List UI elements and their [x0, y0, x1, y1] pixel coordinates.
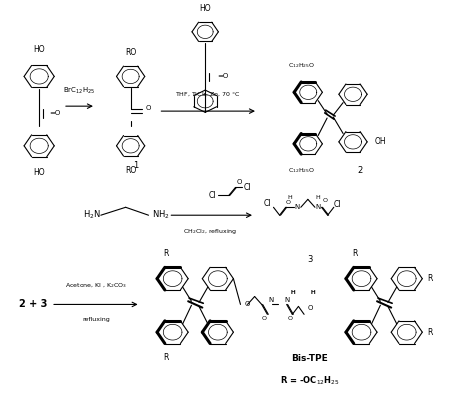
Text: RO: RO	[125, 166, 136, 175]
Text: O: O	[146, 105, 151, 111]
Text: N: N	[316, 204, 321, 210]
Text: O: O	[323, 198, 328, 203]
Text: refluxing: refluxing	[82, 317, 109, 322]
Text: N: N	[294, 204, 300, 210]
Text: H: H	[290, 290, 295, 294]
Text: NH$_2$: NH$_2$	[153, 209, 170, 222]
Text: N: N	[284, 298, 290, 304]
Text: H: H	[290, 290, 295, 294]
Text: RO: RO	[125, 48, 136, 56]
Text: H: H	[316, 195, 320, 200]
Text: OH: OH	[374, 137, 386, 146]
Text: Acetone, KI , K$_2$CO$_3$: Acetone, KI , K$_2$CO$_3$	[64, 281, 127, 290]
Text: =O: =O	[50, 110, 61, 116]
Text: H: H	[310, 290, 315, 294]
Text: Cl: Cl	[244, 183, 251, 192]
Text: Bis-TPE: Bis-TPE	[291, 354, 328, 364]
Text: H$_2$N: H$_2$N	[83, 209, 101, 222]
Text: =O: =O	[217, 74, 228, 80]
Text: CH$_2$Cl$_2$, refluxing: CH$_2$Cl$_2$, refluxing	[183, 227, 237, 236]
Text: HO: HO	[33, 45, 45, 54]
Text: O: O	[286, 200, 291, 205]
Text: Cl: Cl	[264, 199, 272, 208]
Text: HO: HO	[200, 4, 211, 13]
Text: HO: HO	[33, 168, 45, 178]
Text: H: H	[288, 195, 292, 200]
Text: Cl: Cl	[208, 191, 216, 200]
Text: O: O	[237, 180, 242, 186]
Text: C$_{12}$H$_{25}$O: C$_{12}$H$_{25}$O	[288, 166, 315, 174]
Text: 2 + 3: 2 + 3	[19, 300, 48, 310]
Text: R = -OC$_{12}$H$_{25}$: R = -OC$_{12}$H$_{25}$	[280, 374, 339, 387]
Text: H: H	[310, 290, 315, 294]
Text: R: R	[163, 249, 168, 258]
Text: 3: 3	[307, 255, 312, 264]
Text: C$_{12}$H$_{25}$O: C$_{12}$H$_{25}$O	[288, 62, 315, 70]
Text: R: R	[427, 274, 432, 283]
Text: Cl: Cl	[334, 200, 341, 209]
Text: O: O	[262, 316, 266, 321]
Text: O: O	[308, 305, 313, 311]
Text: BrC$_{12}$H$_{25}$: BrC$_{12}$H$_{25}$	[63, 86, 95, 96]
Text: R: R	[427, 328, 432, 337]
Text: THF, TiCl$_4$, Zn, 70 °C: THF, TiCl$_4$, Zn, 70 °C	[175, 90, 241, 99]
Text: O: O	[287, 316, 292, 321]
Text: O: O	[244, 301, 250, 307]
Text: 1: 1	[133, 161, 138, 170]
Text: R: R	[163, 353, 168, 362]
Text: N: N	[269, 298, 274, 304]
Text: R: R	[352, 249, 357, 258]
Text: 2: 2	[358, 166, 363, 175]
